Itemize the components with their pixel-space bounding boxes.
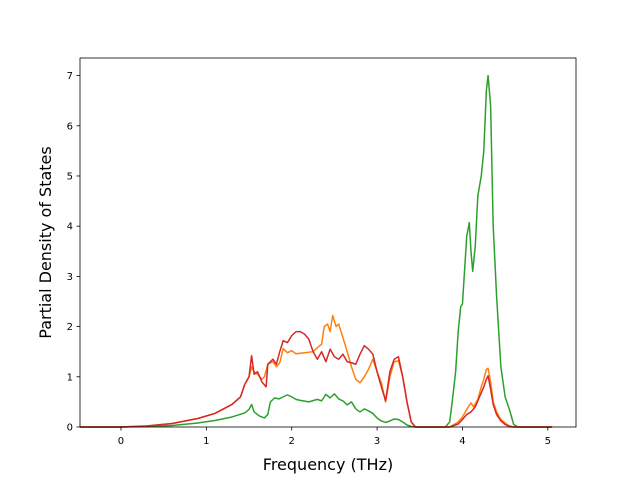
x-axis-ticks: 0 1 2 3 4 5: [118, 427, 551, 447]
x-tick-label: 1: [203, 436, 209, 447]
y-tick-label: 5: [67, 171, 73, 182]
y-axis-label: Partial Density of States: [36, 146, 55, 338]
y-tick-label: 3: [67, 272, 73, 283]
y-tick-label: 4: [67, 222, 73, 233]
x-tick-label: 3: [374, 436, 380, 447]
x-tick-label: 2: [289, 436, 295, 447]
series-line-0: [80, 74, 553, 428]
y-tick-label: 6: [67, 121, 73, 132]
y-tick-label: 2: [67, 322, 73, 333]
y-tick-label: 1: [67, 372, 73, 383]
y-tick-label: 7: [67, 71, 73, 82]
x-tick-label: 4: [459, 436, 465, 447]
x-tick-label: 0: [118, 436, 124, 447]
x-tick-label: 5: [545, 436, 551, 447]
x-axis-label: Frequency (THz): [263, 455, 393, 474]
plot-frame: [79, 57, 577, 428]
series-line-2: [80, 330, 553, 428]
y-axis-ticks: 0 1 2 3 4 5 6 7: [67, 71, 80, 434]
y-tick-label: 0: [67, 423, 73, 434]
series-layer: [80, 74, 553, 428]
